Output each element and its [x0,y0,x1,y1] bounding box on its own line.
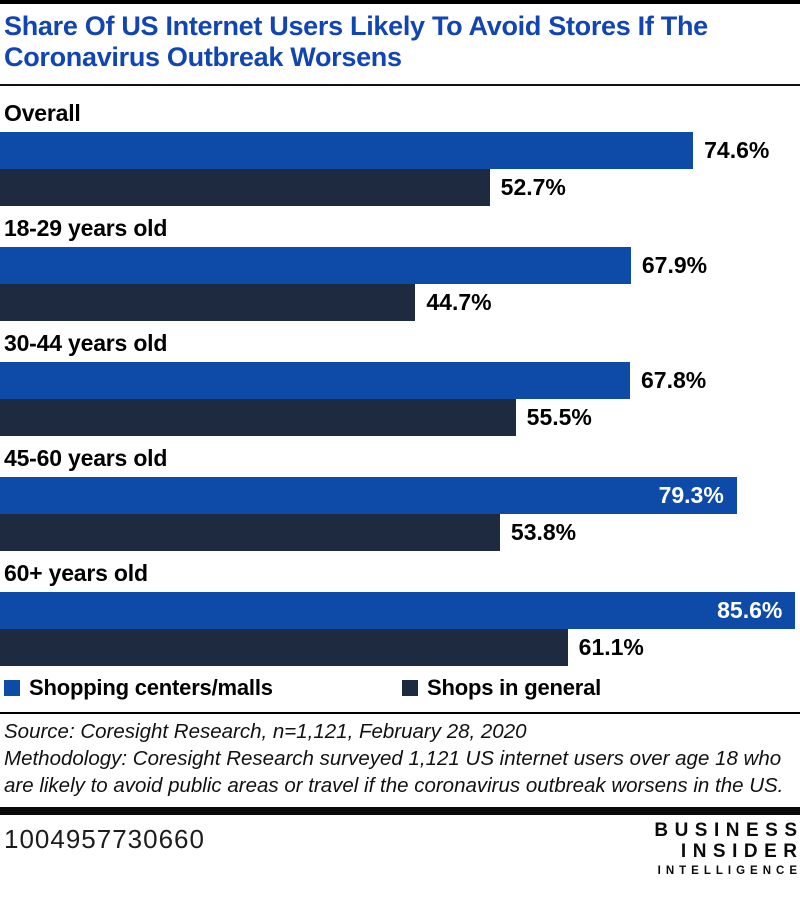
legend-label-shopping-centers: Shopping centers/malls [29,675,273,700]
methodology-line: Methodology: Coresight Research surveyed… [4,747,784,797]
value-label: 67.8% [641,367,707,393]
category-label: 18-29 years old [4,215,168,241]
bar-segment [0,399,516,436]
bar-row: 44.7% [0,284,800,321]
chart-group: 30-44 years old 67.8% 55.5% [0,331,800,436]
chart-title: Share Of US Internet Users Likely To Avo… [4,11,708,72]
value-label: 67.9% [641,252,708,278]
bar-row: 67.9% [0,247,800,284]
value-label: 52.7% [500,174,566,200]
footer-divider-rule [0,807,800,815]
chart-legend: Shopping centers/malls Shops in general [0,675,800,701]
brand-business-text: BUSINESS [654,820,800,841]
bar-row: 53.8% [0,514,800,551]
bar-row: 74.6% [0,132,800,169]
category-label: 45-60 years old [4,445,168,471]
legend-swatch-blue [4,680,20,696]
bar-segment [0,629,568,666]
category-label: 30-44 years old [4,330,168,356]
business-insider-intelligence-logo: BUSINESS INSIDER INTELLIGENCE [654,820,797,879]
value-label: 74.6% [704,137,770,163]
legend-label-shops-in-general: Shops in general [427,675,602,700]
bar-row: 52.7% [0,169,800,206]
chart-group: 18-29 years old 67.9% 44.7% [0,216,800,321]
legend-swatch-navy [402,680,418,696]
brand-intelligence-text: INTELLIGENCE [657,865,800,877]
chart-group: 45-60 years old 79.3% 53.8% [0,446,800,551]
value-label: 53.8% [510,519,577,545]
bar-segment: 85.6% [0,592,796,629]
source-line: Source: Coresight Research, n=1,121, Feb… [4,720,527,743]
source-methodology-block: Source: Coresight Research, n=1,121, Feb… [0,714,800,805]
chart-group: 60+ years old 85.6% 61.1% [0,561,800,666]
bar-row: 85.6% [0,592,800,629]
value-label: 55.5% [526,404,592,430]
top-border-rule [0,0,800,4]
source-divider-rule [0,712,800,714]
legend-item-shops-in-general: Shops in general [402,675,601,701]
footer-bar: 1004957730660 BUSINESS INSIDER INTELLIGE… [0,815,800,879]
value-label: 44.7% [426,289,492,315]
bar-row: 67.8% [0,362,800,399]
title-divider-rule [0,84,800,86]
category-label: 60+ years old [4,560,148,586]
chart-group: Overall 74.6% 52.7% [0,101,800,206]
bar-row: 61.1% [0,629,800,666]
chart-id: 1004957730660 [4,824,205,854]
bar-segment [0,132,694,169]
value-label: 61.1% [578,634,644,660]
legend-item-shopping-centers: Shopping centers/malls [4,675,402,701]
bar-segment [0,514,500,551]
grouped-bar-chart: Overall 74.6% 52.7% 18-29 years old 67.9% 44.… [0,101,800,666]
bar-segment: 79.3% [0,477,737,514]
brand-insider-text: INSIDER [680,841,800,862]
bar-segment [0,284,416,321]
bar-segment [0,362,630,399]
category-label: Overall [4,100,81,126]
bar-row: 79.3% [0,477,800,514]
bar-row: 55.5% [0,399,800,436]
bar-segment [0,247,631,284]
bar-segment [0,169,490,206]
